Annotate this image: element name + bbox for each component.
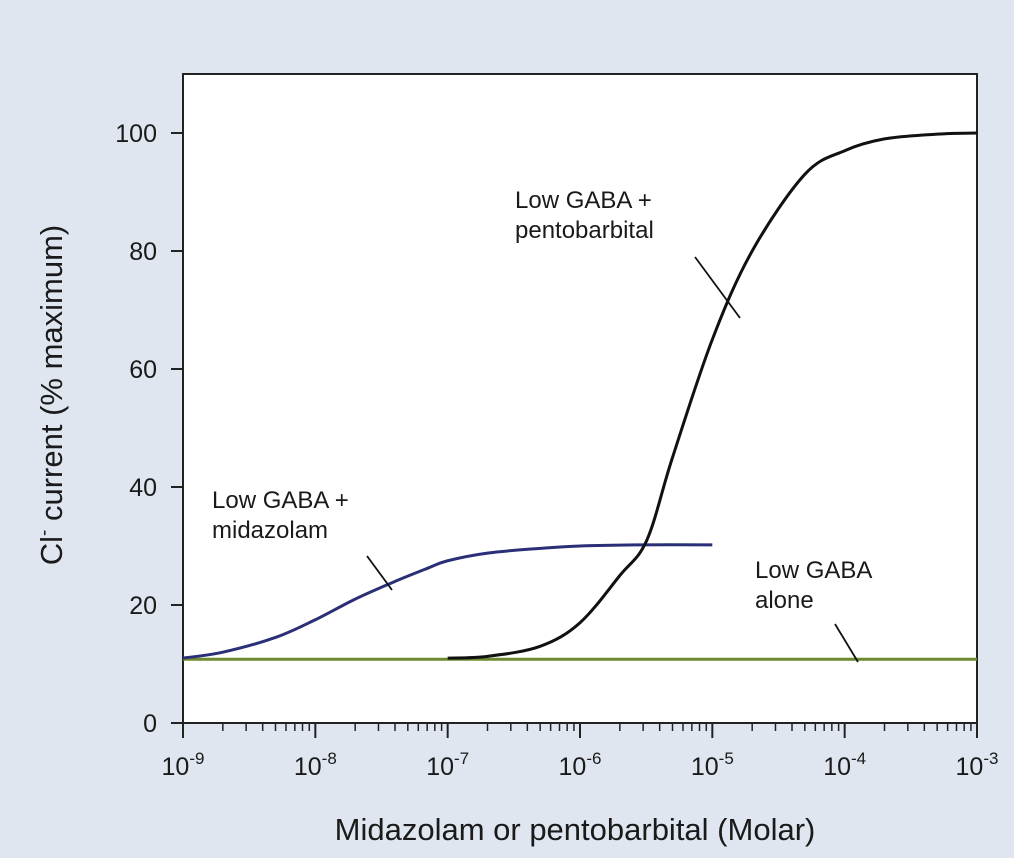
y-axis-title-base: Cl [34, 536, 69, 565]
y-tick-label: 100 [115, 120, 157, 148]
y-tick-label: 0 [143, 710, 157, 738]
x-axis-title: Midazolam or pentobarbital (Molar) [335, 812, 816, 847]
x-tick-label: 10-4 [823, 749, 866, 781]
leader-line [366, 555, 393, 591]
pentobarbital-label: Low GABA + pentobarbital [515, 187, 654, 244]
leader-line [694, 256, 741, 319]
x-axis-ticks: 10-9 10-8 10-7 10-6 10-5 10-4 10-3 [162, 723, 999, 781]
x-tick-label: 10-9 [162, 749, 205, 781]
x-tick-label: 10-7 [426, 749, 469, 781]
pentobarbital-curve [447, 131, 978, 660]
y-axis-title-rest: current (% maximum) [34, 225, 69, 530]
x-tick-label: 10-8 [294, 749, 337, 781]
plot-frame [182, 73, 978, 724]
annotations: Low GABA + pentobarbital Low GABA + midazol… [212, 187, 872, 663]
y-tick-label: 20 [129, 592, 157, 620]
y-axis-title: Cl- current (% maximum) [34, 225, 69, 565]
x-tick-label: 10-3 [956, 749, 999, 781]
gaba-alone-label: Low GABA alone [755, 557, 872, 614]
series-lines [182, 131, 978, 661]
midazolam-curve [182, 543, 713, 660]
x-tick-label: 10-6 [559, 749, 602, 781]
y-tick-label: 40 [129, 474, 157, 502]
midazolam-label: Low GABA + midazolam [212, 487, 349, 544]
y-tick-label: 80 [129, 238, 157, 266]
leader-line [834, 623, 859, 663]
x-tick-label: 10-5 [691, 749, 734, 781]
y-axis-title-superscript: - [34, 530, 55, 536]
y-tick-label: 60 [129, 356, 157, 384]
y-axis-ticks: 0 20 40 60 80 100 [115, 120, 183, 738]
